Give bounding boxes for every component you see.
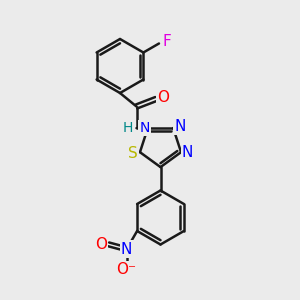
- Text: N: N: [121, 242, 132, 257]
- Text: O: O: [95, 237, 107, 252]
- Text: H: H: [122, 121, 133, 135]
- Text: F: F: [163, 34, 172, 50]
- Text: N: N: [140, 121, 150, 135]
- Text: N: N: [174, 119, 185, 134]
- Text: O: O: [158, 90, 169, 105]
- Text: N: N: [182, 145, 193, 160]
- Text: S: S: [128, 146, 138, 161]
- Text: O⁻: O⁻: [117, 262, 136, 277]
